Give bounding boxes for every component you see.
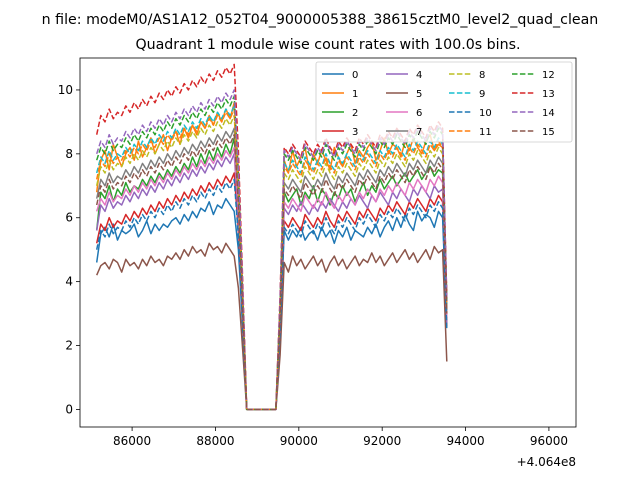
legend-label-11: 11 [479, 127, 492, 138]
y-tick-label: 6 [65, 211, 73, 225]
series-layer [95, 63, 448, 411]
y-tick-label: 10 [58, 83, 73, 97]
series-line-15 [95, 133, 448, 411]
legend-label-15: 15 [542, 127, 555, 138]
x-tick-label: 86000 [113, 434, 151, 448]
legend-label-0: 0 [352, 70, 358, 81]
legend-label-1: 1 [352, 89, 358, 100]
x-axis-ticks: 86000 88000 90000 92000 94000 96000 [113, 427, 568, 448]
x-tick-label: 92000 [363, 434, 401, 448]
x-tick-label: 88000 [196, 434, 234, 448]
x-tick-label: 90000 [280, 434, 318, 448]
legend-label-7: 7 [416, 127, 422, 138]
plot-frame [79, 57, 577, 428]
chart-title: Quadrant 1 module wise count rates with … [135, 37, 520, 53]
legend-label-5: 5 [416, 89, 422, 100]
x-tick-label: 96000 [530, 434, 568, 448]
legend-label-10: 10 [479, 108, 492, 119]
legend-label-8: 8 [479, 70, 485, 81]
y-tick-label: 0 [65, 402, 73, 416]
y-axis-ticks: 0 2 4 6 8 10 [58, 83, 80, 416]
legend-label-3: 3 [352, 127, 358, 138]
y-tick-label: 8 [65, 147, 73, 161]
legend-label-14: 14 [542, 108, 555, 119]
y-tick-label: 2 [65, 339, 73, 353]
x-tick-label: 94000 [446, 434, 484, 448]
legend-label-4: 4 [416, 70, 422, 81]
x-offset-label: +4.064e8 [517, 455, 576, 469]
legend-label-6: 6 [416, 108, 422, 119]
legend-label-12: 12 [542, 70, 555, 81]
legend-label-9: 9 [479, 89, 485, 100]
legend-label-2: 2 [352, 108, 358, 119]
legend-label-13: 13 [542, 89, 555, 100]
y-tick-label: 4 [65, 275, 73, 289]
legend-box [315, 61, 573, 143]
figure-suptitle: n file: modeM0/AS1A12_052T04_9000005388_… [42, 12, 599, 28]
